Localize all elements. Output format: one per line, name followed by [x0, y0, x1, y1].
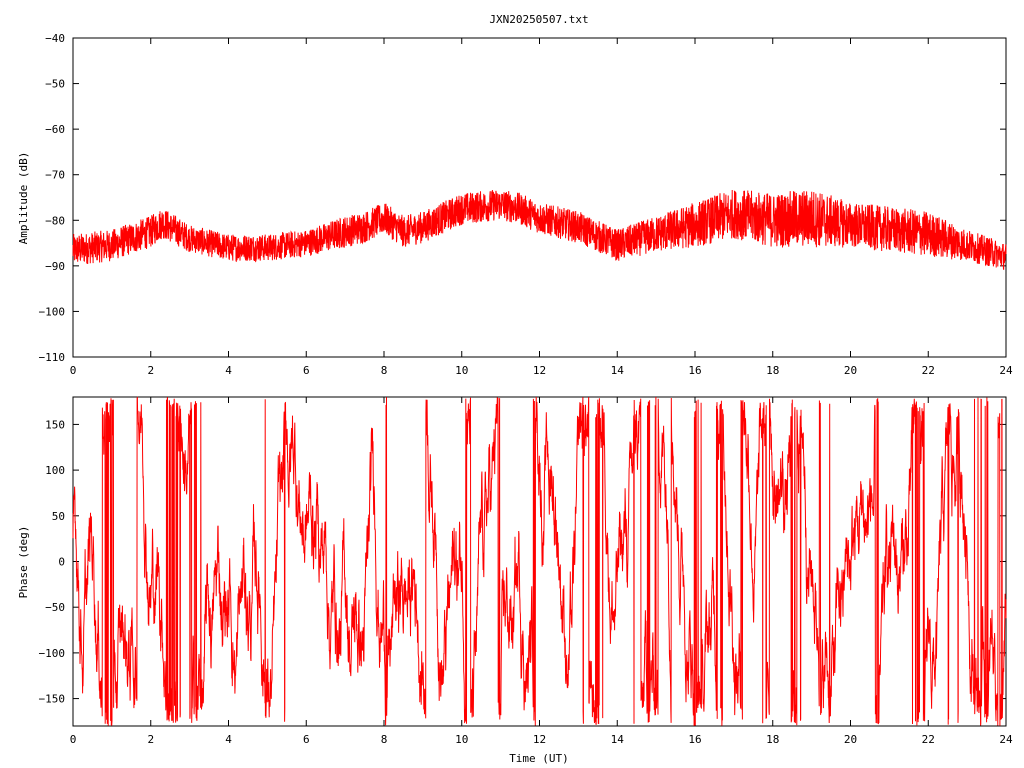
- phase-xtick-label: 20: [844, 733, 857, 746]
- amplitude-ytick-label: −60: [45, 123, 65, 136]
- amplitude-ytick-label: −90: [45, 260, 65, 273]
- phase-ytick-label: −50: [45, 601, 65, 614]
- amplitude-xtick-label: 18: [766, 364, 779, 377]
- amplitude-ytick-label: −110: [39, 351, 66, 364]
- phase-ytick-label: −100: [39, 647, 66, 660]
- amplitude-xtick-label: 6: [303, 364, 310, 377]
- phase-xtick-label: 8: [381, 733, 388, 746]
- phase-xtick-label: 22: [922, 733, 935, 746]
- amplitude-xtick-label: 0: [70, 364, 77, 377]
- amplitude-xtick-label: 10: [455, 364, 468, 377]
- amplitude-xtick-label: 4: [225, 364, 232, 377]
- phase-ytick-label: 150: [45, 418, 65, 431]
- phase-xtick-label: 6: [303, 733, 310, 746]
- amplitude-xtick-label: 12: [533, 364, 546, 377]
- phase-ytick-label: −150: [39, 693, 66, 706]
- phase-xtick-label: 10: [455, 733, 468, 746]
- amplitude-xtick-label: 16: [688, 364, 701, 377]
- amplitude-trace-line: [72, 189, 1007, 270]
- amplitude-xtick-label: 14: [611, 364, 625, 377]
- amplitude-xtick-label: 22: [922, 364, 935, 377]
- amplitude-plot-frame: [72, 37, 1007, 358]
- amplitude-xtick-label: 2: [147, 364, 154, 377]
- phase-series: [72, 396, 1007, 726]
- amplitude-ytick-label: −40: [45, 32, 65, 45]
- phase-trace-line: [72, 396, 1007, 726]
- phase-xtick-label: 0: [70, 733, 77, 746]
- phase-ylabel: Phase (deg): [17, 526, 30, 599]
- amplitude-ticks: 0 2 4 6 8 10 12 14 16 18 20 22 24−40−50−60−70−80−90−…: [39, 32, 1013, 377]
- phase-xtick-label: 16: [688, 733, 701, 746]
- phase-ytick-label: 100: [45, 464, 65, 477]
- phase-xtick-label: 24: [999, 733, 1013, 746]
- phase-xtick-label: 12: [533, 733, 546, 746]
- amplitude-ylabel: Amplitude (dB): [17, 152, 30, 245]
- amplitude-panel: 0 2 4 6 8 10 12 14 16 18 20 22 24−40−50−60−70−80−90−…: [17, 32, 1013, 377]
- chart-title: JXN20250507.txt: [489, 13, 588, 26]
- phase-plot-frame: [72, 396, 1007, 727]
- amplitude-xtick-label: 8: [381, 364, 388, 377]
- phase-xtick-label: 2: [147, 733, 154, 746]
- amplitude-series: [72, 189, 1007, 270]
- phase-panel: 0 2 4 6 8 10 12 14 16 18 20 22 24150100500−50−100−15…: [17, 396, 1013, 765]
- amplitude-ytick-label: −70: [45, 169, 65, 182]
- amplitude-ytick-label: −80: [45, 214, 65, 227]
- phase-xtick-label: 18: [766, 733, 779, 746]
- amplitude-ytick-label: −100: [39, 305, 66, 318]
- amplitude-xtick-label: 20: [844, 364, 857, 377]
- phase-xtick-label: 14: [611, 733, 625, 746]
- phase-ytick-label: 0: [58, 556, 65, 569]
- phase-xtick-label: 4: [225, 733, 232, 746]
- phase-ytick-label: 50: [52, 510, 65, 523]
- time-xlabel: Time (UT): [509, 752, 569, 765]
- amplitude-ytick-label: −50: [45, 78, 65, 91]
- amplitude-xtick-label: 24: [999, 364, 1013, 377]
- phase-ticks: 0 2 4 6 8 10 12 14 16 18 20 22 24150100500−50−100−15…: [39, 397, 1013, 746]
